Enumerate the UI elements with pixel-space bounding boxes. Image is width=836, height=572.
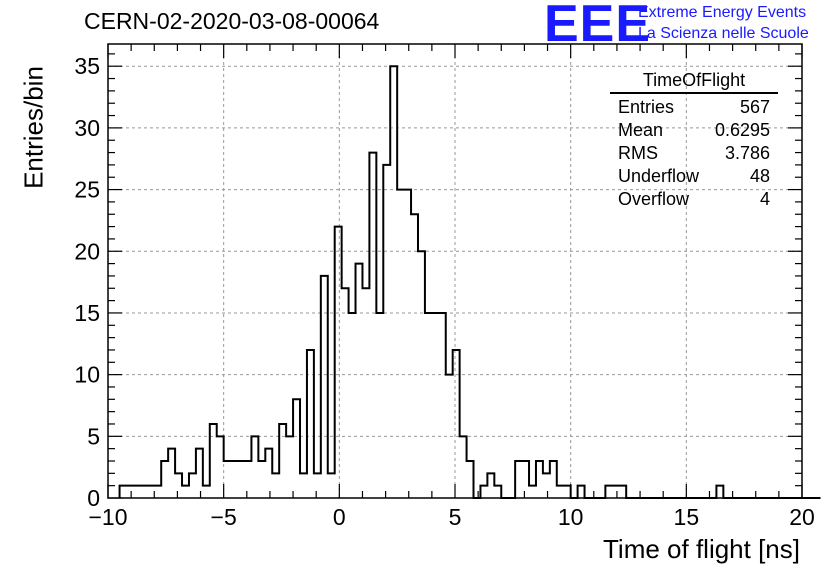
x-tick-label: 15 — [674, 504, 700, 530]
y-tick-label: 25 — [74, 177, 100, 203]
grid-lines — [108, 44, 802, 498]
chart-title: CERN-02-2020-03-08-00064 — [84, 8, 380, 34]
y-tick-label: 0 — [87, 485, 100, 511]
stats-label: Overflow — [618, 189, 690, 209]
stats-row-underflow: Underflow 48 — [610, 165, 778, 188]
x-tick-label: 5 — [449, 504, 462, 530]
stats-label: RMS — [618, 143, 658, 163]
y-tick-label: 15 — [74, 300, 100, 326]
stats-title: TimeOfFlight — [610, 70, 778, 94]
stats-value: 3.786 — [724, 143, 770, 163]
x-tick-label: −5 — [211, 504, 237, 530]
stats-label: Entries — [618, 97, 675, 117]
stats-row-entries: Entries 567 — [610, 96, 778, 119]
y-tick-label: 10 — [74, 362, 100, 388]
stats-row-mean: Mean 0.6295 — [610, 119, 778, 142]
stats-box: TimeOfFlight Entries 567 Mean 0.6295 RMS… — [610, 70, 778, 211]
axis-ticks — [107, 44, 803, 499]
x-tick-label: 20 — [789, 504, 815, 530]
stats-label: Mean — [618, 120, 664, 140]
stats-row-rms: RMS 3.786 — [610, 142, 778, 165]
stats-value: 48 — [749, 166, 770, 186]
y-axis-label: Entries/bin — [18, 66, 49, 189]
stats-value: 567 — [739, 97, 770, 117]
x-tick-label: 0 — [333, 504, 346, 530]
stats-value: 0.6295 — [714, 120, 770, 140]
stats-value: 4 — [759, 189, 770, 209]
tick-labels: −10 −5 0 5 10 15 20 0 5 10 15 20 25 30 35 — [74, 53, 814, 530]
y-tick-label: 30 — [74, 115, 100, 141]
x-tick-label: 10 — [558, 504, 584, 530]
logo-line-2: La Scienza nelle Scuole — [638, 25, 809, 42]
stats-row-overflow: Overflow 4 — [610, 188, 778, 211]
x-tick-label: −10 — [88, 504, 127, 530]
eee-logo: EEE — [544, 0, 652, 53]
stats-label: Underflow — [618, 166, 700, 186]
y-tick-label: 35 — [74, 53, 100, 79]
y-tick-label: 20 — [74, 238, 100, 264]
x-axis-label: Time of flight [ns] — [603, 534, 800, 564]
logo-line-1: Extreme Energy Events — [638, 4, 807, 21]
y-tick-label: 5 — [87, 423, 100, 449]
